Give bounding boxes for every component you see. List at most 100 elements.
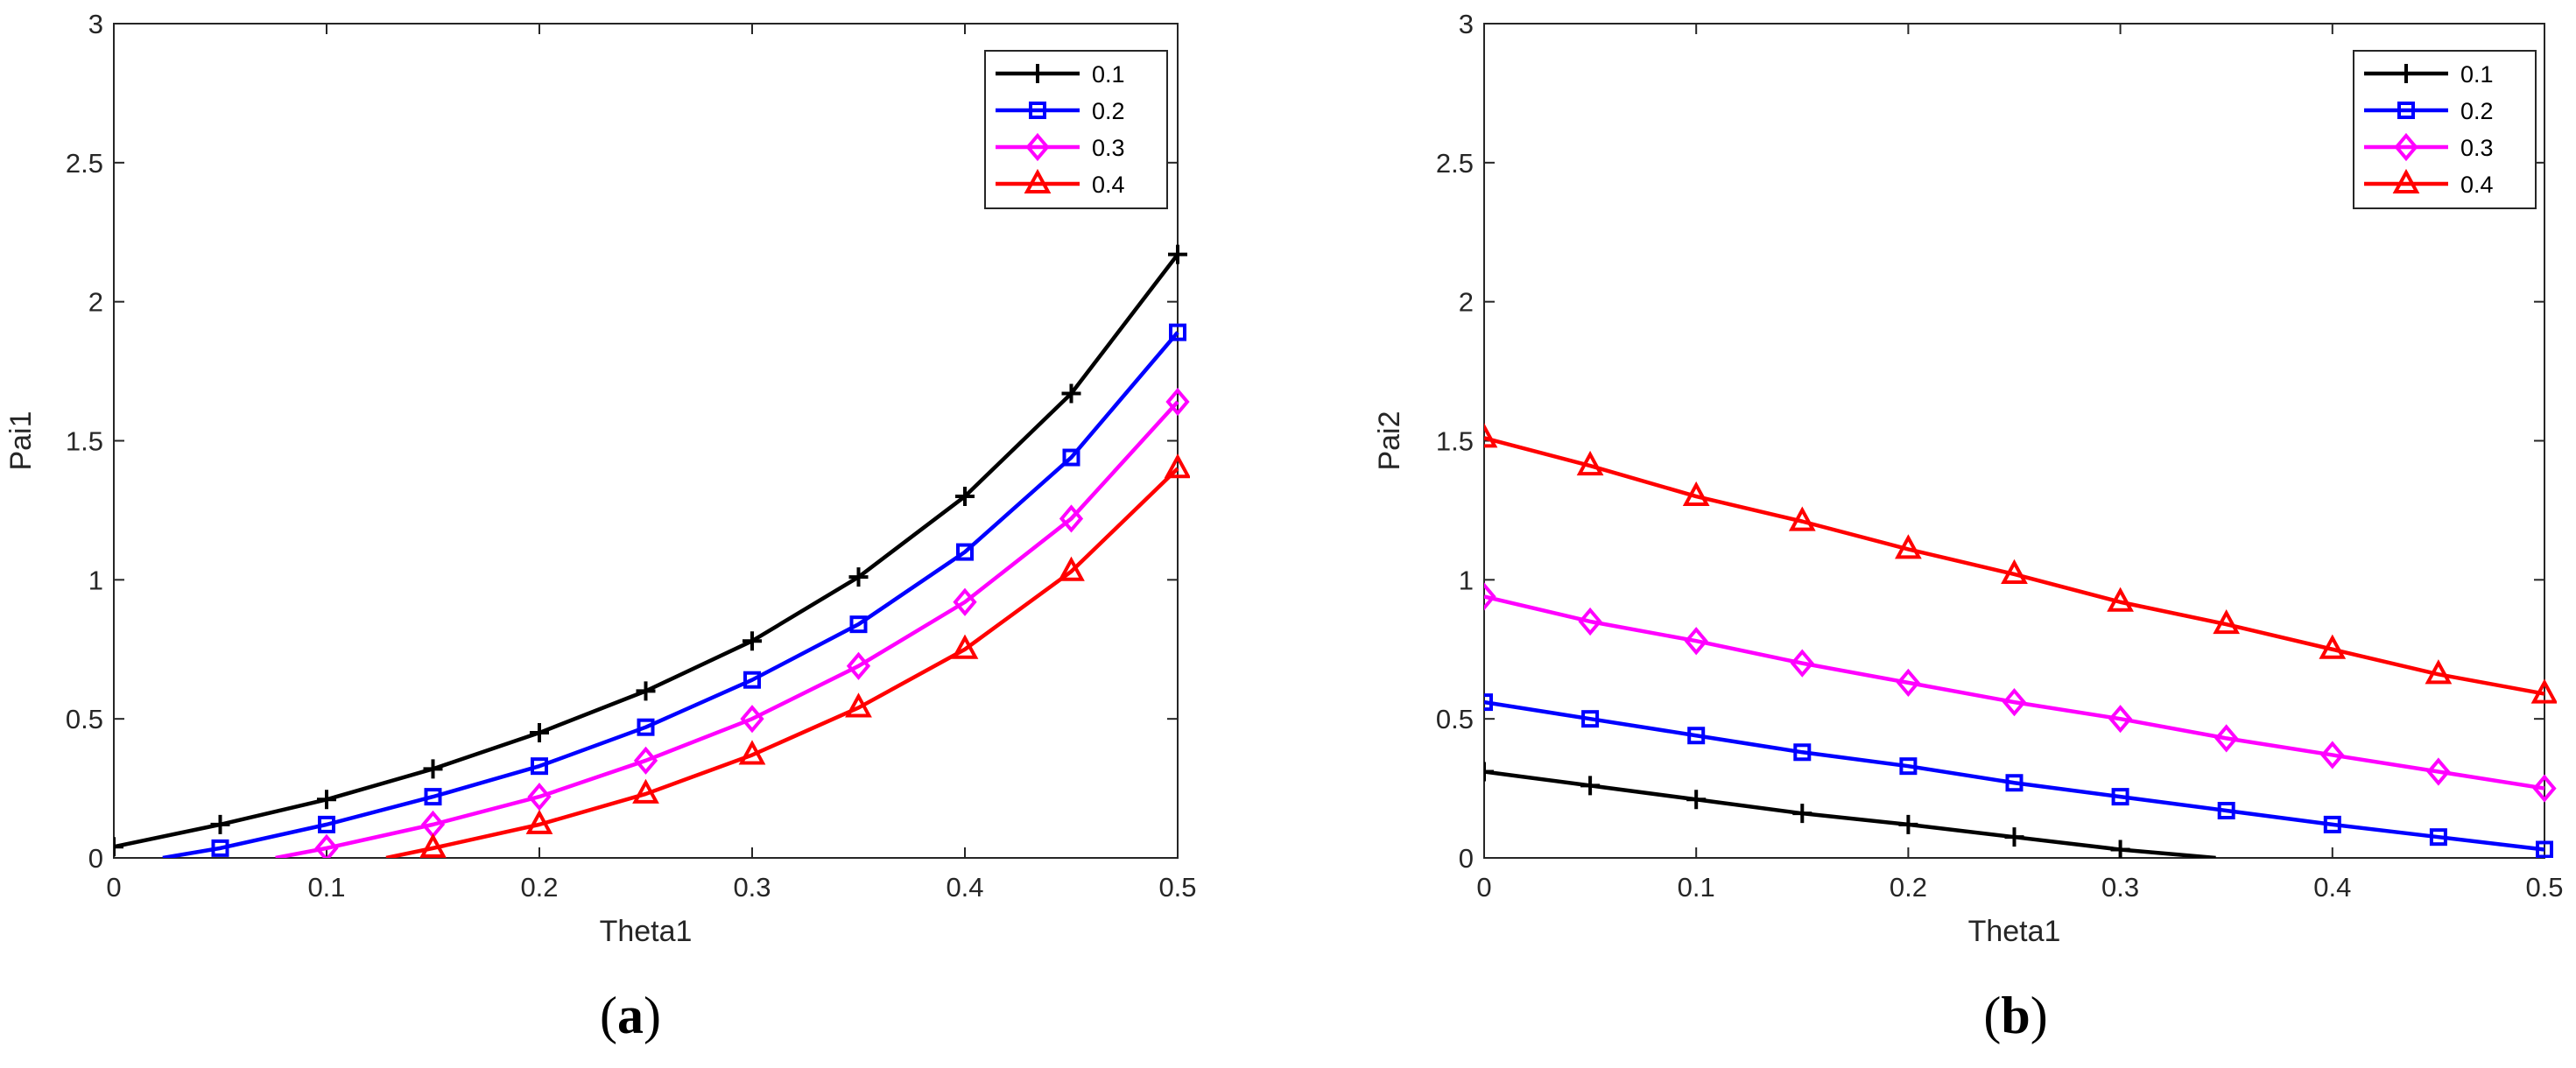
data-point-0.3	[2108, 705, 2133, 734]
data-point-0.4	[2425, 659, 2453, 685]
y-tick-label: 1	[88, 565, 103, 595]
series-line-0.4	[385, 467, 1179, 858]
x-axis-label: Theta1	[1968, 915, 2061, 948]
x-tick-label: 0.3	[733, 872, 771, 903]
data-point-0.4	[2001, 559, 2028, 584]
data-point-0.3	[2214, 724, 2239, 753]
data-point-0.4	[738, 740, 766, 765]
data-point-0.1	[530, 723, 549, 743]
data-point-0.3	[633, 746, 658, 775]
data-point-0.2	[1062, 448, 1080, 467]
data-point-0.1	[1061, 383, 1081, 404]
data-point-0.2	[1484, 693, 1493, 712]
x-tick-label: 0.1	[1678, 872, 1715, 903]
data-point-0.4	[951, 634, 979, 659]
legend-label-0.3: 0.3	[2460, 135, 2494, 161]
data-point-0.4	[2319, 634, 2347, 659]
data-point-0.2	[1581, 710, 1600, 728]
data-point-0.1	[1792, 804, 1812, 824]
x-tick-label: 0.3	[2101, 872, 2139, 903]
data-point-0.3	[1578, 607, 1602, 636]
data-point-0.2	[1169, 323, 1186, 341]
legend-marker-0.4	[2392, 168, 2420, 193]
data-point-0.1	[1168, 244, 1187, 264]
data-point-0.2	[531, 757, 548, 776]
data-point-0.2	[2005, 774, 2023, 792]
legend-label-0.1: 0.1	[2460, 61, 2494, 88]
legend-marker-0.3	[1025, 132, 1050, 162]
legend-label-0.3: 0.3	[1092, 135, 1125, 161]
data-point-0.4	[632, 778, 659, 804]
data-point-0.3	[1165, 387, 1190, 417]
data-point-0.1	[1580, 776, 1601, 796]
series-line-0.2	[1484, 699, 2545, 852]
series-line-0.3	[275, 400, 1179, 858]
data-point-0.3	[314, 833, 339, 858]
series-group	[114, 244, 1190, 858]
legend-marker-0.2	[2397, 102, 2415, 119]
data-point-0.2	[1687, 727, 1706, 745]
y-tick-label: 0	[88, 843, 103, 874]
data-point-0.3	[1684, 627, 1708, 656]
panel-b: 0 0.1 0.2 0.3 0.4 0.5 0 0.5 1 1.5 2 2.5 3 Theta1 Pai2 0…	[1373, 9, 2564, 1044]
data-point-0.3	[953, 587, 977, 616]
data-point-0.3	[740, 705, 764, 734]
data-point-0.2	[318, 815, 335, 833]
y-tick-label: 2.5	[1436, 148, 1474, 179]
x-tick-label: 0	[106, 872, 121, 903]
x-tick-label: 0.5	[2525, 872, 2563, 903]
y-tick-label: 3	[88, 9, 103, 39]
x-tick-label: 0.4	[946, 872, 983, 903]
data-point-0.3	[527, 783, 552, 812]
data-point-0.1	[423, 759, 443, 779]
x-axis-label: Theta1	[600, 915, 693, 948]
legend-label-0.4: 0.4	[1092, 172, 1125, 198]
y-axis-label: Pai1	[4, 411, 38, 470]
legend-label-0.4: 0.4	[2460, 172, 2494, 198]
data-point-0.1	[114, 837, 123, 857]
data-point-0.4	[525, 809, 553, 834]
series-line-0.4	[1484, 436, 2545, 696]
data-point-0.3	[1790, 649, 1814, 678]
data-point-0.4	[845, 692, 872, 718]
data-point-0.2	[956, 543, 974, 561]
series-line-0.3	[1484, 594, 2545, 790]
legend-marker-0.2	[1029, 102, 1046, 119]
y-tick-label: 1	[1459, 565, 1474, 595]
legend: 0.1 0.2 0.3 0.4	[984, 50, 1168, 209]
x-tick-label: 0.2	[1890, 872, 1927, 903]
legend: 0.1 0.2 0.3 0.4	[2353, 50, 2537, 209]
data-point-0.3	[2532, 774, 2557, 803]
y-tick-label: 0.5	[66, 704, 103, 734]
legend-marker-0.1	[2397, 64, 2416, 83]
data-point-0.1	[1898, 814, 1918, 834]
data-point-0.1	[955, 487, 975, 507]
legend-marker-0.4	[1024, 168, 1052, 193]
data-point-0.3	[1484, 582, 1496, 611]
data-point-0.2	[211, 839, 229, 857]
data-point-0.3	[846, 651, 871, 680]
data-point-0.4	[1576, 450, 1604, 476]
data-point-0.1	[743, 631, 762, 651]
legend-marker-0.3	[2394, 132, 2418, 162]
data-point-0.4	[2213, 608, 2241, 635]
legend-label-0.1: 0.1	[1092, 61, 1125, 88]
x-tick-label: 0.1	[307, 872, 345, 903]
series-line-0.1	[1484, 769, 2216, 858]
data-point-0.1	[210, 814, 230, 834]
y-tick-label: 0.5	[1436, 704, 1474, 734]
data-point-0.1	[636, 681, 656, 701]
series-group	[1484, 423, 2557, 858]
x-tick-label: 0.2	[520, 872, 558, 903]
data-point-0.4	[2107, 587, 2134, 612]
data-point-0.4	[1164, 453, 1190, 479]
data-point-0.1	[1484, 762, 1494, 782]
data-point-0.2	[743, 671, 761, 689]
data-point-0.2	[637, 718, 655, 736]
data-point-0.2	[1899, 757, 1918, 776]
data-point-0.2	[2536, 840, 2553, 858]
data-point-0.2	[2217, 801, 2235, 819]
data-point-0.2	[1793, 743, 1812, 762]
data-point-0.3	[1059, 504, 1084, 533]
x-tick-label: 0.4	[2313, 872, 2351, 903]
